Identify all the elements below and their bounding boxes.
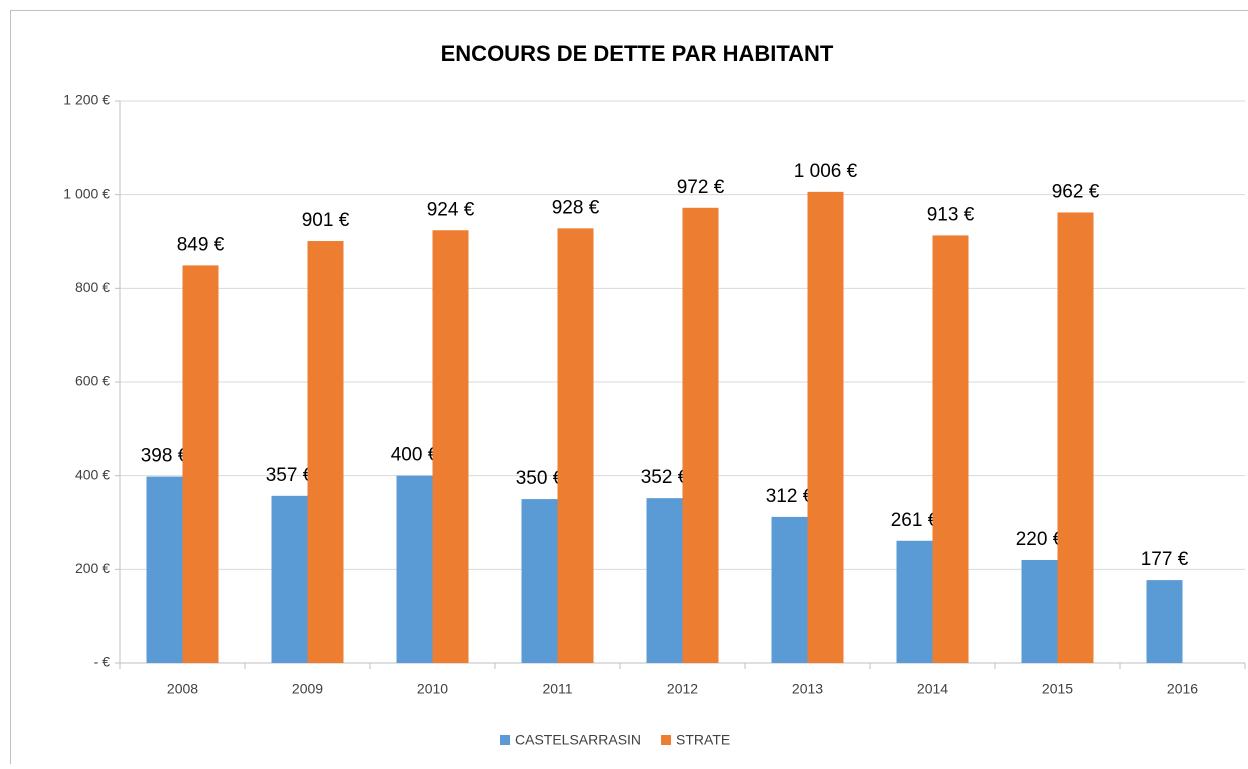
bar [1058,212,1094,663]
bar [397,476,433,663]
y-tick-label: 200 € [75,560,110,576]
value-label: 849 € [177,234,225,255]
value-label: 928 € [552,197,600,218]
value-label: 400 € [391,445,439,466]
x-tick-label: 2013 [792,681,823,697]
bar [1022,560,1058,663]
y-tick-label: 800 € [75,279,110,295]
y-tick-label: 400 € [75,466,110,482]
legend-label: STRATE [676,732,730,748]
x-tick-label: 2014 [917,681,948,697]
bar [147,477,183,663]
bar [647,498,683,663]
bar [1147,580,1183,663]
value-label: 350 € [516,468,564,489]
value-label: 261 € [891,510,939,531]
x-tick-label: 2012 [667,681,698,697]
y-tick-label: 1 200 € [63,92,110,108]
value-label: 220 € [1016,529,1064,550]
x-tick-label: 2009 [292,681,323,697]
bar [808,192,844,663]
bar [933,235,969,663]
value-label: 913 € [927,204,975,225]
x-tick-label: 2008 [167,681,198,697]
bar [683,208,719,663]
y-tick-label: - € [94,654,111,670]
bar [433,230,469,663]
value-label: 352 € [641,467,689,488]
legend-label: CASTELSARRASIN [515,732,641,748]
bar [772,517,808,663]
legend-swatch [661,735,671,745]
value-label: 924 € [427,199,475,220]
bar [183,265,219,663]
value-label: 398 € [141,446,189,467]
x-tick-label: 2010 [417,681,448,697]
value-label: 1 006 € [794,161,858,182]
x-tick-label: 2011 [542,681,572,697]
bar [272,496,308,663]
value-label: 312 € [766,486,814,507]
value-label: 972 € [677,177,725,198]
value-label: 177 € [1141,549,1189,570]
legend-swatch [500,735,510,745]
bar [308,241,344,663]
x-tick-label: 2016 [1167,681,1198,697]
y-tick-label: 600 € [75,373,110,389]
chart-title: ENCOURS DE DETTE PAR HABITANT [441,41,834,66]
y-tick-label: 1 000 € [63,185,110,201]
bar [897,541,933,663]
value-label: 901 € [302,210,350,231]
bar [558,228,594,663]
value-label: 357 € [266,465,314,486]
x-tick-label: 2015 [1042,681,1073,697]
bar [522,499,558,663]
value-label: 962 € [1052,181,1100,202]
